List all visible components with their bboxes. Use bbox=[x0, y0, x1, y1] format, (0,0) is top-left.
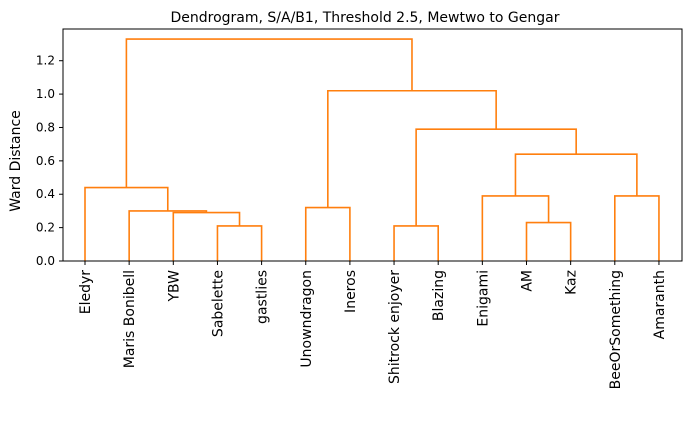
leaf-label: Kaz bbox=[564, 270, 580, 295]
leaf-label: Amaranth bbox=[652, 270, 668, 339]
x-axis-leaf-labels: Eledyr Maris Bonibell YBW Sabelette gastlies… bbox=[78, 261, 668, 389]
leaf-label: Ineros bbox=[343, 270, 359, 313]
leaf-label: Eledyr bbox=[78, 270, 94, 315]
y-tick-label: 0.8 bbox=[36, 120, 55, 134]
leaf-label: AM bbox=[520, 270, 536, 292]
dendrogram-link bbox=[304, 206, 351, 261]
y-tick-label: 0.6 bbox=[36, 154, 55, 168]
leaf-label: Shitrock enjoyer bbox=[387, 270, 403, 384]
leaf-label: YBW bbox=[166, 270, 182, 303]
leaf-label: Unowndragon bbox=[299, 270, 315, 368]
leaf-label: Blazing bbox=[431, 270, 447, 321]
chart-title: Dendrogram, S/A/B1, Threshold 2.5, Mewtw… bbox=[170, 10, 559, 26]
dendrogram-link bbox=[84, 186, 169, 261]
dendrogram-link bbox=[327, 89, 497, 208]
dendrogram-link bbox=[393, 225, 440, 261]
dendrogram-link bbox=[514, 153, 638, 196]
dendrogram-links bbox=[84, 38, 660, 261]
leaf-label: Maris Bonibell bbox=[122, 270, 138, 368]
y-tick-label: 1.2 bbox=[36, 54, 55, 68]
y-tick-label: 0.2 bbox=[36, 221, 55, 235]
dendrogram-link bbox=[613, 195, 660, 261]
dendrogram-link bbox=[415, 128, 577, 226]
dendrogram-link bbox=[216, 225, 263, 261]
dendrogram-link bbox=[481, 195, 550, 261]
y-tick-label: 0.0 bbox=[36, 254, 55, 268]
dendrogram-link bbox=[525, 221, 572, 261]
leaf-label: Enigami bbox=[475, 270, 491, 327]
y-axis-ticks: 0.0 0.2 0.4 0.6 0.8 1.0 1.2 bbox=[36, 54, 63, 268]
dendrogram-link bbox=[128, 210, 208, 261]
dendrogram-link bbox=[125, 38, 413, 188]
leaf-label: gastlies bbox=[255, 270, 271, 324]
plot-frame bbox=[62, 28, 683, 262]
dendrogram-link bbox=[172, 211, 241, 261]
leaf-label: Sabelette bbox=[210, 270, 226, 337]
y-axis-label: Ward Distance bbox=[8, 110, 24, 212]
y-tick-label: 1.0 bbox=[36, 87, 55, 101]
y-tick-label: 0.4 bbox=[36, 187, 55, 201]
leaf-label: BeeOrSomething bbox=[608, 270, 624, 389]
